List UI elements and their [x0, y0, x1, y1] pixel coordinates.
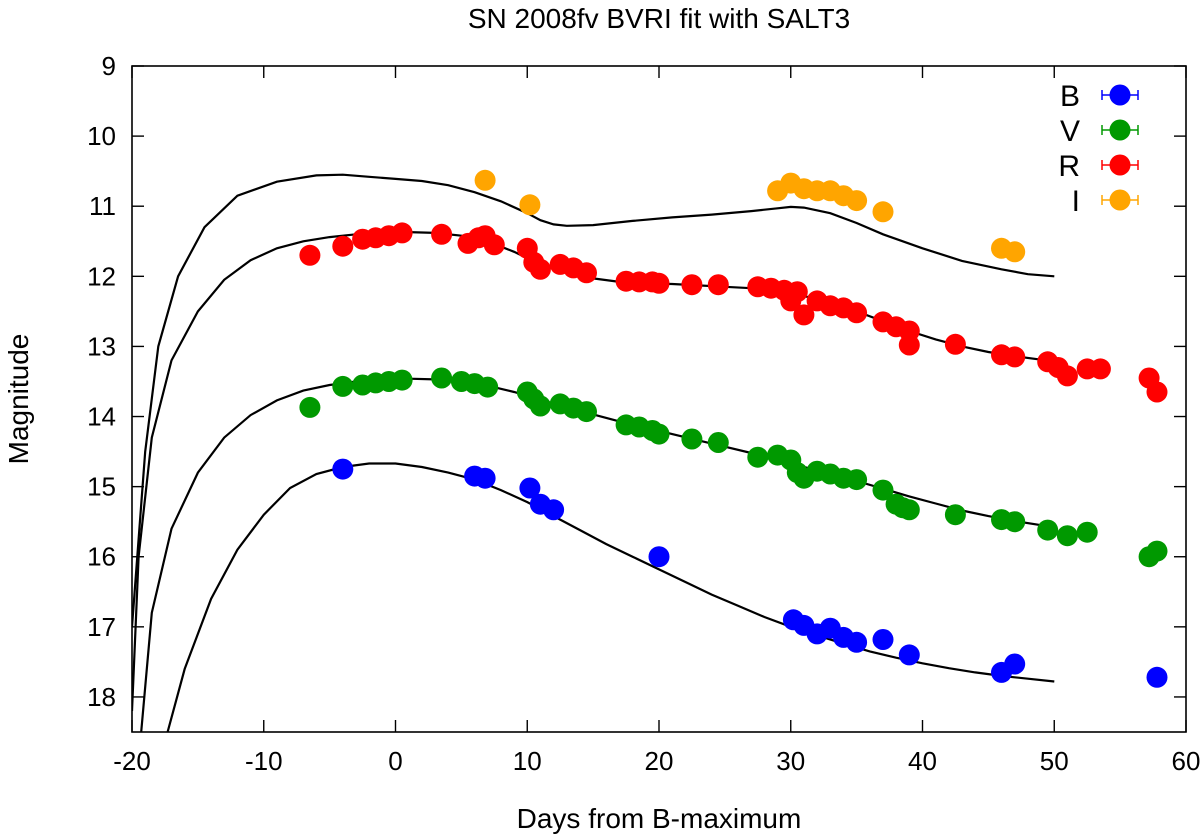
data-point-R	[483, 234, 505, 256]
model-curve-V	[140, 377, 1055, 732]
y-tick-label: 12	[87, 261, 116, 291]
data-point-B	[1146, 666, 1168, 688]
data-point-I	[846, 190, 868, 212]
data-point-R	[944, 333, 966, 355]
y-tick-label: 9	[102, 51, 116, 81]
data-point-B	[872, 629, 894, 650]
plot-frame	[131, 65, 1187, 733]
data-point-V	[1076, 521, 1098, 543]
y-tick-label: 10	[87, 121, 116, 151]
y-tick-label: 15	[87, 472, 116, 502]
y-tick-label: 14	[87, 402, 116, 432]
legend-label-V: V	[1060, 115, 1080, 148]
data-point-V	[431, 367, 453, 389]
y-tick-label: 17	[87, 612, 116, 642]
chart-title: SN 2008fv BVRI fit with SALT3	[468, 3, 850, 34]
data-point-B	[898, 644, 920, 666]
data-point-V	[648, 423, 670, 445]
legend-marker-R	[1109, 154, 1131, 176]
data-point-I	[872, 201, 894, 223]
data-points	[299, 169, 1168, 688]
y-tick-label: 18	[87, 682, 116, 712]
data-point-V	[898, 499, 920, 521]
data-point-B	[648, 546, 670, 568]
legend-marker-I	[1109, 189, 1131, 211]
data-point-R	[431, 223, 453, 245]
model-curve-B	[166, 462, 1055, 732]
data-point-B	[1004, 653, 1026, 675]
axis-ticks: -20 -10 0 10 20 30 40 50 60 9 10 11 12 13 14 15 16 17 18	[87, 51, 1200, 776]
x-tick-label: 30	[776, 746, 805, 776]
data-point-V	[1056, 525, 1078, 547]
data-point-I	[474, 169, 496, 191]
data-point-R	[299, 244, 321, 266]
x-tick-label: 60	[1172, 746, 1200, 776]
data-point-R	[1146, 381, 1168, 403]
legend: BVRI	[1058, 80, 1139, 218]
data-point-V	[681, 428, 703, 450]
y-tick-label: 13	[87, 331, 116, 361]
data-point-V	[299, 396, 321, 418]
data-point-B	[519, 477, 541, 499]
data-point-R	[391, 222, 413, 244]
legend-label-I: I	[1072, 185, 1080, 218]
data-point-B	[846, 631, 868, 653]
x-tick-label: 0	[388, 746, 402, 776]
data-point-B	[543, 499, 565, 521]
data-point-R	[786, 281, 808, 303]
legend-marker-V	[1109, 119, 1131, 141]
data-point-B	[332, 458, 354, 480]
x-tick-label: 10	[513, 746, 542, 776]
data-point-R	[681, 274, 703, 296]
data-point-I	[519, 194, 541, 216]
data-point-V	[529, 395, 551, 417]
data-point-R	[1089, 358, 1111, 380]
data-point-V	[391, 369, 413, 391]
data-point-R	[1056, 365, 1078, 387]
data-point-V	[576, 401, 597, 423]
data-point-V	[747, 446, 769, 468]
data-point-R	[846, 302, 868, 324]
x-tick-label: 50	[1040, 746, 1069, 776]
legend-label-B: B	[1060, 80, 1080, 113]
x-tick-label: 40	[908, 746, 937, 776]
data-point-V	[1146, 540, 1168, 562]
data-point-R	[793, 304, 815, 326]
data-point-V	[332, 375, 354, 397]
data-point-V	[707, 432, 729, 453]
data-point-V	[1037, 519, 1059, 541]
legend-marker-B	[1109, 84, 1131, 106]
data-point-I	[1004, 241, 1026, 263]
x-tick-label: -10	[245, 746, 283, 776]
data-point-V	[1004, 511, 1026, 533]
y-axis-label: Magnitude	[3, 334, 34, 465]
model-curve-R	[132, 230, 1055, 712]
legend-label-R: R	[1058, 150, 1080, 183]
model-curve-I	[132, 173, 1055, 627]
data-point-R	[707, 274, 729, 296]
data-point-R	[1004, 346, 1026, 368]
data-point-B	[474, 467, 496, 489]
x-axis-label: Days from B-maximum	[517, 803, 802, 834]
data-point-R	[898, 334, 920, 356]
data-point-V	[944, 504, 966, 526]
y-tick-label: 16	[87, 542, 116, 572]
data-point-V	[846, 469, 868, 491]
x-tick-label: -20	[113, 746, 151, 776]
x-tick-label: 20	[645, 746, 674, 776]
y-tick-label: 11	[89, 191, 116, 221]
data-point-R	[576, 262, 597, 284]
data-point-V	[872, 479, 894, 501]
data-point-R	[648, 272, 670, 294]
data-point-V	[477, 376, 499, 398]
data-point-R	[332, 235, 354, 257]
data-point-R	[529, 258, 551, 280]
